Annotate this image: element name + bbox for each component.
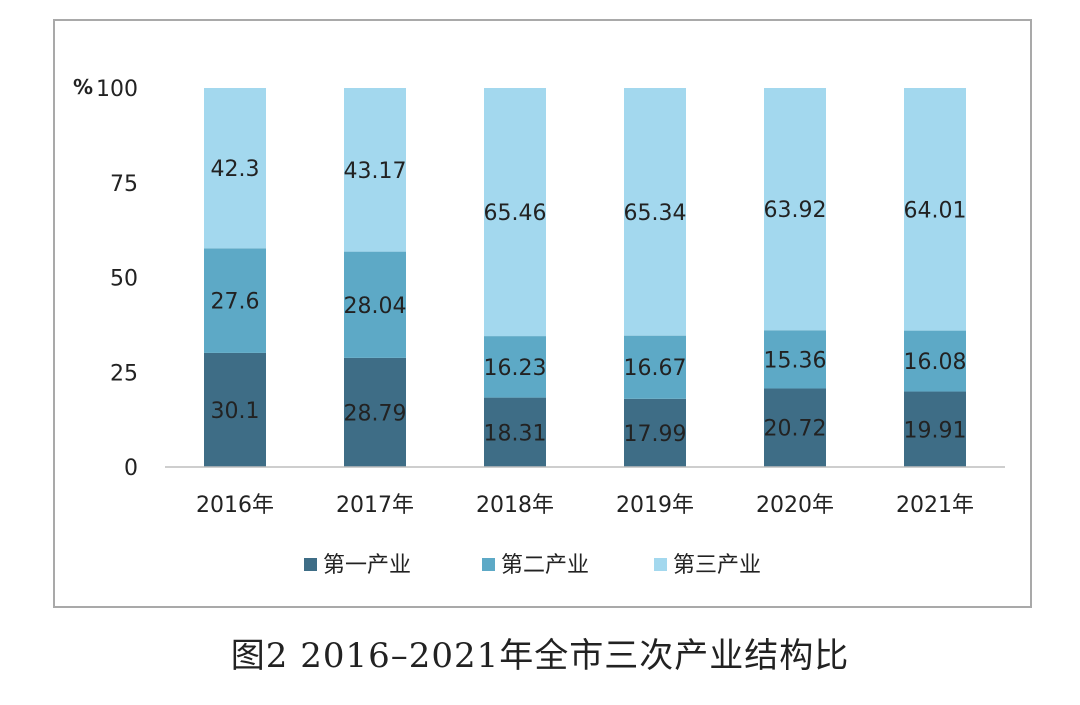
bar-segment bbox=[344, 88, 406, 252]
x-tick-label: 2018年 bbox=[476, 493, 554, 518]
data-label: 42.3 bbox=[211, 157, 260, 182]
data-label: 65.34 bbox=[624, 201, 687, 226]
bar-segment bbox=[484, 88, 546, 337]
bar-segment bbox=[204, 352, 266, 467]
data-label: 28.04 bbox=[344, 294, 407, 319]
data-label: 65.46 bbox=[484, 201, 547, 226]
legend-swatch bbox=[654, 558, 667, 571]
y-tick-label: 25 bbox=[110, 361, 138, 386]
data-label: 19.91 bbox=[904, 418, 967, 443]
data-label: 17.99 bbox=[624, 422, 687, 447]
bar-segment bbox=[624, 398, 686, 467]
figure-caption: 图2 2016–2021年全市三次产业结构比 bbox=[230, 636, 850, 676]
data-label: 16.67 bbox=[624, 356, 687, 381]
bar-segment bbox=[904, 330, 966, 392]
x-tick-label: 2021年 bbox=[896, 493, 974, 518]
x-tick-label: 2016年 bbox=[196, 493, 274, 518]
x-tick-label: 2019年 bbox=[616, 493, 694, 518]
bar-segment bbox=[904, 391, 966, 467]
bar-segment bbox=[484, 336, 546, 398]
data-label: 43.17 bbox=[344, 159, 407, 184]
y-tick-label: 0 bbox=[124, 456, 138, 481]
y-tick-label: 50 bbox=[110, 267, 138, 292]
legend-swatch bbox=[482, 558, 495, 571]
data-label: 63.92 bbox=[764, 198, 827, 223]
data-label: 30.1 bbox=[211, 399, 260, 424]
data-label: 27.6 bbox=[211, 290, 260, 315]
bar-segment bbox=[764, 388, 826, 467]
y-unit-label: % bbox=[73, 75, 93, 99]
legend-label: 第三产业 bbox=[673, 553, 761, 578]
bar-segment bbox=[344, 251, 406, 358]
data-label: 15.36 bbox=[764, 348, 827, 373]
y-tick-label: 75 bbox=[110, 172, 138, 197]
y-tick-label: 100 bbox=[96, 77, 138, 102]
data-label: 16.23 bbox=[484, 356, 547, 381]
data-label: 64.01 bbox=[904, 198, 967, 223]
bar-segment bbox=[204, 88, 266, 249]
data-label: 28.79 bbox=[344, 401, 407, 426]
bar-segment bbox=[344, 357, 406, 467]
data-label: 18.31 bbox=[484, 421, 547, 446]
legend-swatch bbox=[304, 558, 317, 571]
bar-segment bbox=[904, 88, 966, 331]
legend-label: 第二产业 bbox=[501, 553, 589, 578]
bar-segment bbox=[484, 397, 546, 467]
bar-segment bbox=[624, 335, 686, 399]
bar-segment bbox=[764, 330, 826, 389]
x-tick-label: 2020年 bbox=[756, 493, 834, 518]
bar-segment bbox=[624, 88, 686, 336]
x-tick-label: 2017年 bbox=[336, 493, 414, 518]
bar-segment bbox=[204, 248, 266, 353]
data-label: 16.08 bbox=[904, 350, 967, 375]
bar-segment bbox=[764, 88, 826, 331]
legend-label: 第一产业 bbox=[323, 553, 411, 578]
data-label: 20.72 bbox=[764, 417, 827, 442]
